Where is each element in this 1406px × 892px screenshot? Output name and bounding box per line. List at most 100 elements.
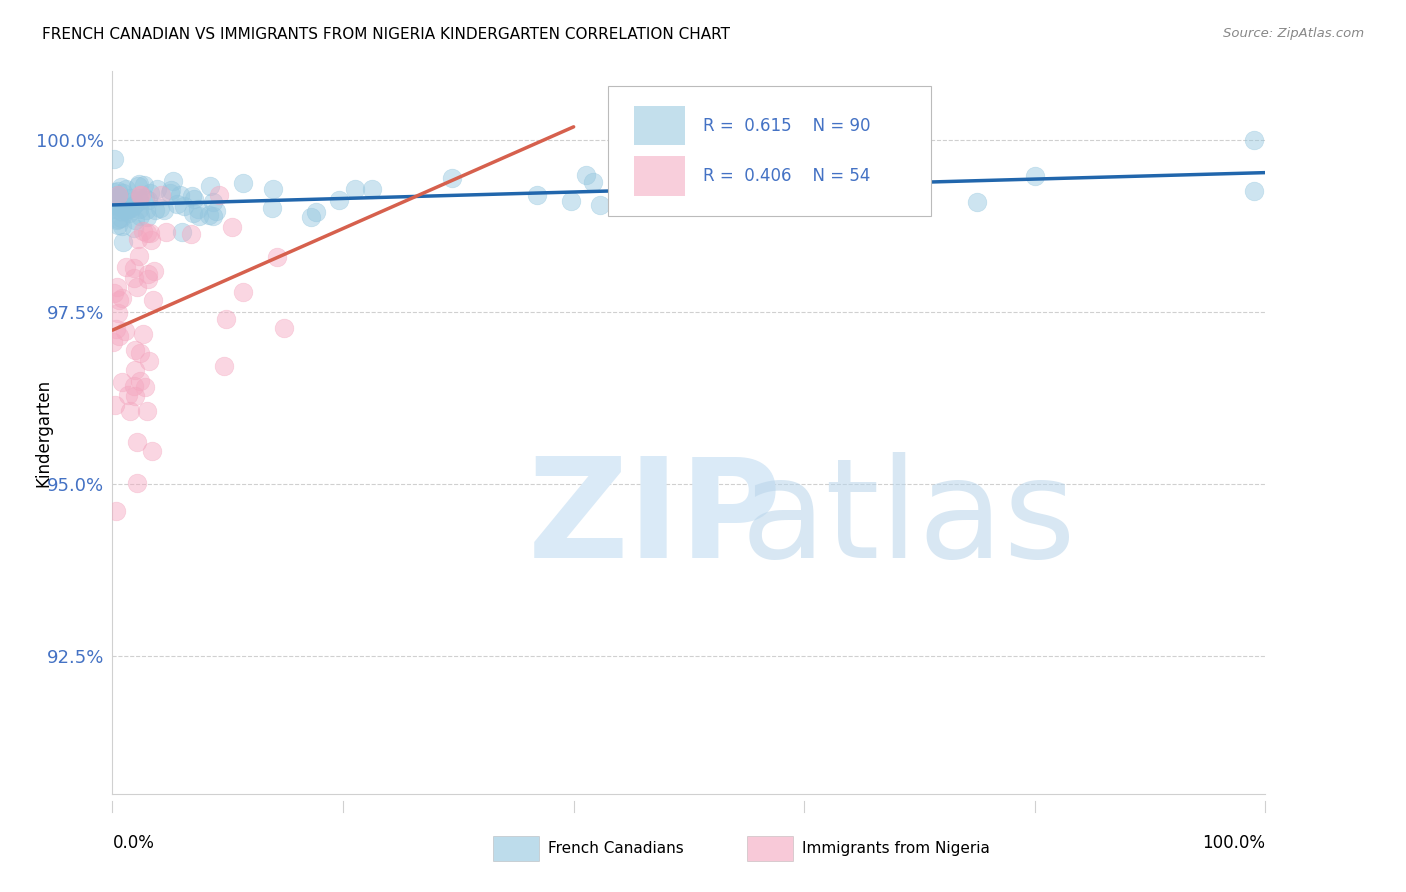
Text: Kindergarten: Kindergarten bbox=[34, 378, 52, 487]
Point bbox=[103, 335, 125, 350]
Point bbox=[440, 171, 463, 186]
Point bbox=[105, 199, 128, 213]
Point bbox=[208, 188, 231, 202]
Text: French Canadians: French Canadians bbox=[548, 840, 685, 855]
Point bbox=[128, 178, 150, 192]
Point bbox=[132, 178, 155, 193]
Point bbox=[107, 184, 129, 198]
Point bbox=[966, 194, 988, 209]
Point bbox=[108, 199, 131, 213]
Point bbox=[129, 346, 152, 360]
Point bbox=[908, 170, 931, 185]
Point bbox=[198, 208, 221, 222]
Point bbox=[139, 226, 162, 240]
Point bbox=[136, 193, 159, 207]
FancyBboxPatch shape bbox=[609, 86, 931, 216]
Point bbox=[127, 435, 149, 450]
Point bbox=[111, 376, 134, 390]
Point bbox=[104, 398, 127, 412]
Point bbox=[589, 197, 612, 211]
Point bbox=[111, 186, 134, 200]
Point bbox=[114, 324, 136, 338]
Point bbox=[132, 224, 155, 238]
Point bbox=[138, 353, 160, 368]
Point bbox=[273, 321, 295, 335]
Point bbox=[232, 285, 254, 299]
Point bbox=[183, 205, 205, 219]
Point bbox=[202, 209, 225, 223]
Point bbox=[155, 225, 177, 239]
Point bbox=[129, 374, 152, 388]
Point bbox=[114, 204, 136, 219]
Point bbox=[169, 188, 191, 202]
Point bbox=[122, 261, 145, 276]
Point bbox=[344, 182, 367, 196]
Point bbox=[1243, 184, 1265, 198]
Point bbox=[149, 188, 172, 202]
Point bbox=[103, 185, 125, 199]
Point bbox=[360, 182, 382, 196]
Point bbox=[260, 201, 283, 215]
Point bbox=[122, 194, 145, 208]
Point bbox=[266, 250, 288, 264]
Point bbox=[526, 188, 548, 202]
Point bbox=[136, 272, 159, 286]
Point bbox=[128, 209, 150, 223]
Point bbox=[111, 291, 134, 305]
Point bbox=[118, 202, 141, 216]
Text: atlas: atlas bbox=[741, 452, 1077, 587]
Point bbox=[128, 202, 150, 216]
Point bbox=[1243, 133, 1265, 147]
Point bbox=[142, 293, 165, 307]
Point bbox=[122, 198, 145, 212]
Point bbox=[114, 203, 136, 218]
Point bbox=[124, 389, 146, 403]
Text: R =  0.615    N = 90: R = 0.615 N = 90 bbox=[703, 117, 870, 135]
Point bbox=[124, 343, 146, 358]
Point bbox=[170, 225, 193, 239]
Point bbox=[202, 194, 225, 209]
Point bbox=[232, 176, 254, 190]
Point bbox=[139, 234, 162, 248]
Point bbox=[120, 404, 142, 418]
Point bbox=[108, 194, 131, 209]
Point bbox=[637, 189, 659, 203]
Point bbox=[183, 192, 205, 206]
Point bbox=[127, 179, 149, 194]
Point bbox=[111, 219, 134, 233]
Point bbox=[134, 380, 156, 394]
Text: 0.0%: 0.0% bbox=[112, 834, 155, 852]
Point bbox=[127, 475, 149, 490]
Point bbox=[108, 293, 131, 307]
Point bbox=[131, 327, 153, 342]
Point bbox=[125, 279, 148, 293]
Point bbox=[105, 212, 128, 227]
Bar bbox=[747, 836, 793, 861]
Point bbox=[134, 190, 156, 204]
Point bbox=[129, 188, 152, 202]
Point bbox=[127, 231, 149, 245]
Point bbox=[107, 218, 129, 232]
Point bbox=[103, 196, 125, 211]
Point bbox=[118, 191, 141, 205]
Point bbox=[143, 263, 166, 277]
Point bbox=[166, 197, 188, 211]
Point bbox=[118, 205, 141, 219]
Point bbox=[149, 202, 172, 216]
Point bbox=[139, 186, 162, 201]
Point bbox=[181, 189, 204, 203]
Point bbox=[305, 204, 328, 219]
Point bbox=[145, 203, 167, 218]
Point bbox=[122, 221, 145, 235]
Point bbox=[128, 191, 150, 205]
Point bbox=[103, 286, 125, 301]
Text: 100.0%: 100.0% bbox=[1202, 834, 1265, 852]
Point bbox=[136, 268, 159, 282]
Point bbox=[121, 200, 143, 214]
Point bbox=[221, 220, 243, 235]
Text: R =  0.406    N = 54: R = 0.406 N = 54 bbox=[703, 167, 870, 186]
Point bbox=[671, 184, 693, 198]
Point bbox=[188, 209, 211, 223]
Point bbox=[124, 362, 146, 376]
Point bbox=[560, 194, 582, 209]
